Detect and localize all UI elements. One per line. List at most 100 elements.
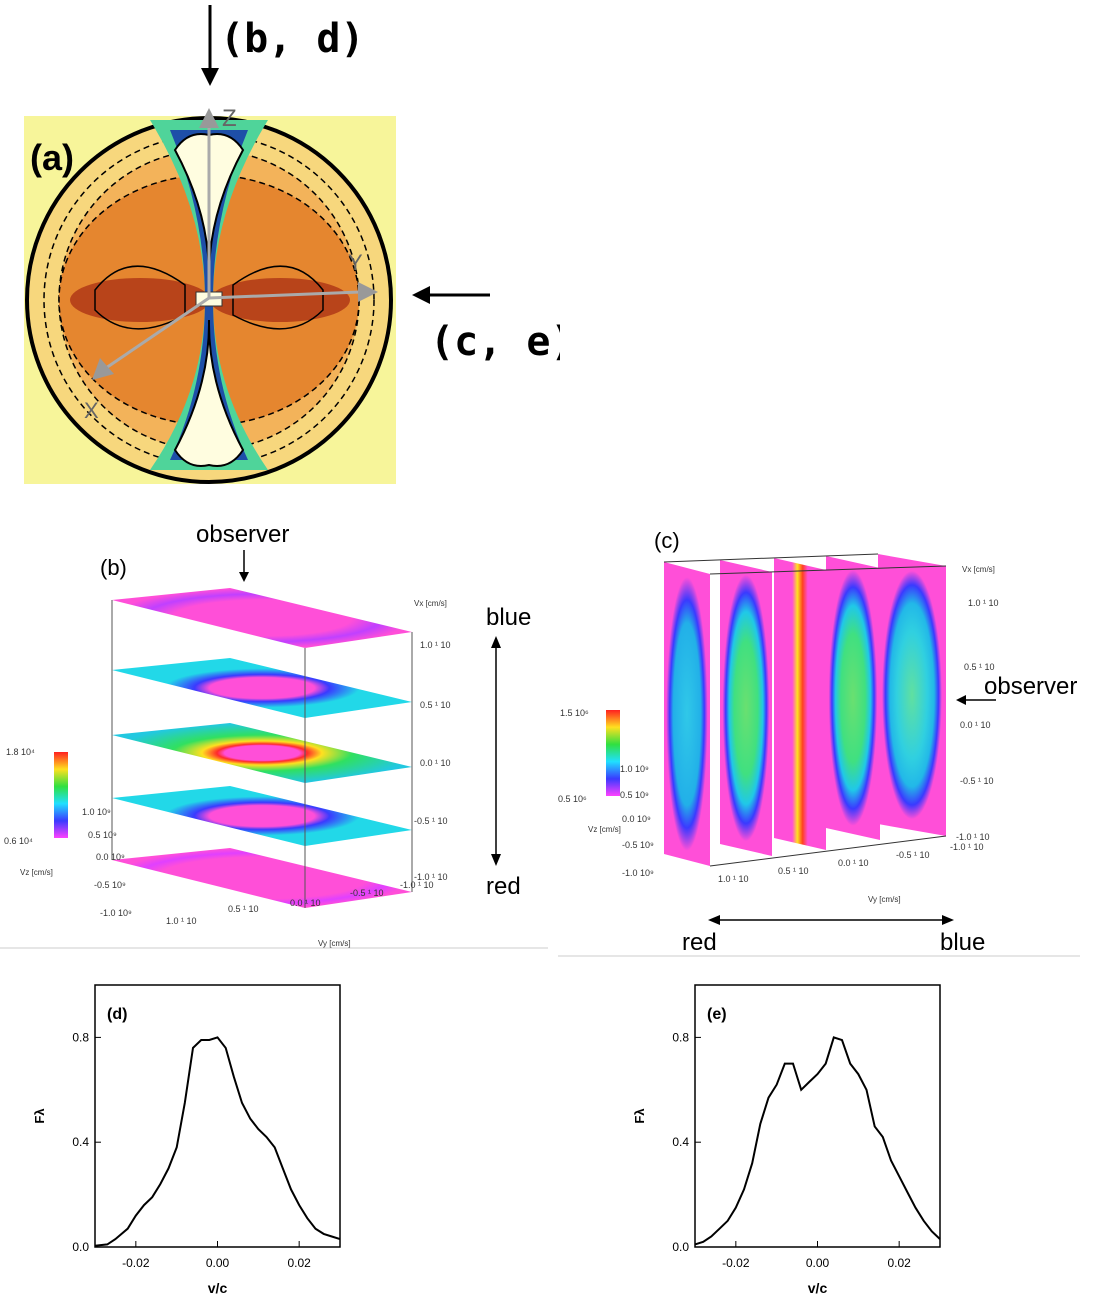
x-tick-label: 0.02 [287,1256,311,1270]
panel-c-left-tick-2: 0.5 10⁹ [620,790,649,800]
panel-b-figure: (b) observer 1.8 10⁴ 0.6 10⁴ Vz [cm/s] V… [0,521,548,949]
arrow-right-label: (c, e) [430,319,560,365]
panel-b-right-tick-5: -1.0 ¹ 10 [414,872,448,882]
panel-c-vz-label: Vz [cm/s] [588,825,621,834]
slice-b-1 [112,588,412,648]
panel-b-blue-label: blue [486,604,531,631]
y-axis-label: Fλ [32,1108,47,1124]
panel-c-bottom-tick-5: -1.0 ¹ 10 [950,842,984,852]
panel-c-blue-label: blue [940,929,985,956]
panel-b-velocity-arrow-bottom [491,854,501,866]
panel-b-right-tick-4: -0.5 ¹ 10 [414,816,448,826]
x-tick-label: 0.00 [806,1256,830,1270]
panel-b-left-tick-1: 1.0 10⁹ [82,807,111,817]
y-axis-arrowhead [358,282,378,302]
x-tick-label: -0.02 [122,1256,150,1270]
panel-b-left-tick-3: 0.0 10⁹ [96,852,125,862]
x-axis-arrowhead [92,358,114,380]
axis-x-label: X [84,398,99,423]
contour-1 [43,134,375,466]
cavity-bottom [173,319,245,467]
slice-b-5 [112,848,412,908]
slice-b-4 [112,786,412,846]
slice-c-2 [720,560,772,856]
panel-c-bottom-tick-1: 1.0 ¹ 10 [718,874,749,884]
plot-frame [694,984,941,1248]
panel-b-colorbar-min: 0.6 10⁴ [4,836,33,846]
slice-c-4 [826,556,880,840]
panel-a-label: (a) [30,137,74,178]
arrow-top-label: (b, d) [220,16,365,62]
panel-c-observer: observer [984,673,1077,700]
y-tick-label: 0.0 [672,1240,689,1254]
panel-b-left-tick-2: 0.5 10⁹ [88,830,117,840]
contour-right [232,265,324,330]
x-axis-label: v/c [808,1280,828,1296]
slice-b-2 [112,658,412,718]
panel-a: Z Y X (b, d) (c, e) (a) [0,0,575,490]
panel-c-right-tick-5: -1.0 ¹ 10 [956,832,990,842]
panel-c-figure: (c) 1.5 10⁶ 0.5 10⁶ Vz [cm/s] 1.0 10⁹ 0.… [558,528,1080,957]
box-c-bottom [709,835,947,867]
y-tick-label: 0.8 [72,1030,89,1044]
y-tick-label: 0.4 [72,1135,89,1149]
panel-b-velocity-arrow-top [491,636,501,648]
x-tick-label: 0.00 [206,1256,230,1270]
panel-b-bottom-tick-5: -1.0 ¹ 10 [400,880,434,890]
panel-b-colorbar [54,752,68,838]
series-line [694,1036,941,1246]
panel-d: -0.02 0.00 0.02 0.0 0.4 0.8 v/c Fλ (d) [30,975,360,1297]
box-c-top-2 [709,565,947,575]
panel-c-left-tick-4: -0.5 10⁹ [622,840,654,850]
axis-z-label: Z [222,105,237,132]
panel-label: (d) [107,1006,127,1023]
panel-c-bottom-tick-4: -0.5 ¹ 10 [896,850,930,860]
panel-b-label: (b) [100,555,127,580]
dark-lobe-left [70,278,210,322]
box-c-top-1 [663,553,879,563]
z-axis-arrowhead [199,108,219,128]
panel-b-bottom-tick-1: 1.0 ¹ 10 [166,916,197,926]
panel-b-left-tick-5: -1.0 10⁹ [100,908,132,918]
panel-c-bottom-tick-2: 0.5 ¹ 10 [778,866,809,876]
panel-label: (e) [707,1006,727,1023]
slice-c-1 [664,562,710,866]
panel-c-velocity-arrow-right [942,915,954,925]
panel-b: (b) observer 1.8 10⁴ 0.6 10⁴ Vz [cm/s] V… [0,510,550,960]
panel-c-right-tick-4: -0.5 ¹ 10 [960,776,994,786]
x-axis-label: v/c [208,1280,228,1296]
panel-c-right-tick-2: 0.5 ¹ 10 [964,662,995,672]
dark-lobe-right [210,278,350,322]
line-chart-d: -0.02 0.00 0.02 0.0 0.4 0.8 v/c Fλ (d) [32,984,341,1296]
panel-c-left-tick-1: 1.0 10⁹ [620,764,649,774]
panel-b-right-tick-1: 1.0 ¹ 10 [420,640,451,650]
panel-a-figure: Z Y X (b, d) (c, e) (a) [24,5,575,484]
plot-frame [94,984,341,1248]
panel-c-colorbar-max: 1.5 10⁶ [560,708,589,718]
panel-c-colorbar [606,710,620,796]
panel-c-bottom-tick-3: 0.0 ¹ 10 [838,858,869,868]
panel-c-right-tick-1: 1.0 ¹ 10 [968,598,999,608]
panel-c-label: (c) [654,528,680,553]
panel-c-right-tick-3: 0.0 ¹ 10 [960,720,991,730]
panel-c: (c) 1.5 10⁶ 0.5 10⁶ Vz [cm/s] 1.0 10⁹ 0.… [550,510,1094,960]
panel-c-left-tick-3: 0.0 10⁹ [622,814,651,824]
x-axis [102,296,210,372]
panel-c-velocity-arrow-left [708,915,720,925]
panel-b-bottom-tick-2: 0.5 ¹ 10 [228,904,259,914]
panel-c-observer-arrowhead [956,695,966,705]
panel-b-right-tick-2: 0.5 ¹ 10 [420,700,451,710]
line-chart-e: -0.02 0.00 0.02 0.0 0.4 0.8 v/c Fλ (e) [632,984,941,1296]
panel-c-red-label: red [682,929,717,956]
slice-c-5 [878,554,946,836]
y-axis-label: Fλ [632,1108,647,1124]
panel-b-observer: observer [196,521,289,548]
series-line [94,1036,341,1247]
panel-e: -0.02 0.00 0.02 0.0 0.4 0.8 v/c Fλ (e) [630,975,960,1297]
panel-b-vz-label: Vz [cm/s] [20,868,53,877]
y-tick-label: 0.8 [672,1030,689,1044]
panel-c-vx-label: Vx [cm/s] [962,565,995,574]
panel-b-bottom-tick-3: 0.0 ¹ 10 [290,898,321,908]
panel-b-bottom-tick-4: -0.5 ¹ 10 [350,888,384,898]
view-arrow-top-head [201,68,219,86]
